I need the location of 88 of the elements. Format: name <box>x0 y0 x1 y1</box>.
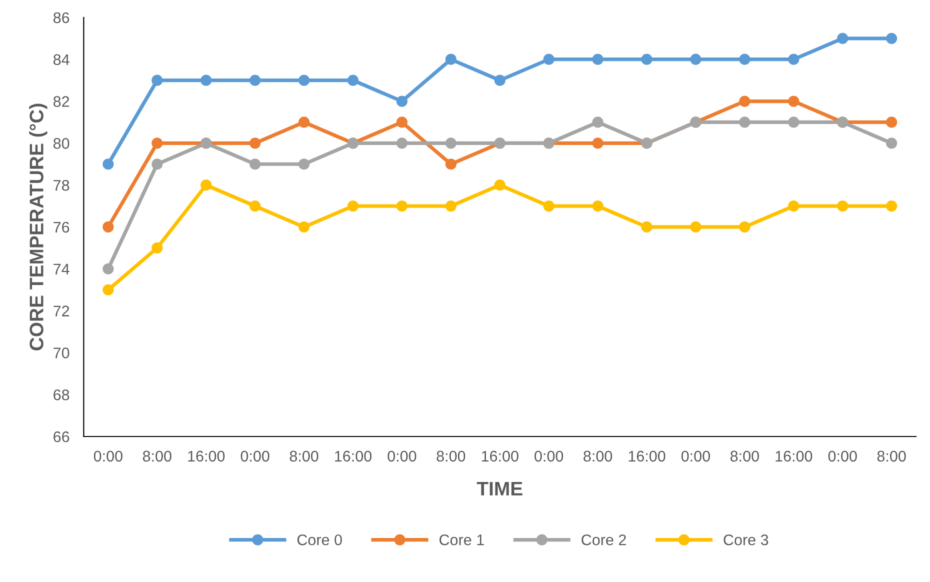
y-tick-label: 82 <box>53 96 70 107</box>
point <box>152 138 163 149</box>
point <box>102 158 114 170</box>
point <box>739 116 750 128</box>
point <box>837 32 848 44</box>
point <box>837 200 848 212</box>
legend-label: Core 0 <box>297 534 342 546</box>
point <box>592 54 604 65</box>
point <box>592 116 604 128</box>
point <box>152 242 163 254</box>
point <box>396 96 408 107</box>
point <box>298 221 310 233</box>
point <box>445 54 456 65</box>
point <box>543 200 554 212</box>
point <box>641 221 652 233</box>
x-axis-title: TIME <box>476 482 522 496</box>
point <box>102 221 114 233</box>
legend-label: Core 2 <box>582 534 626 546</box>
point <box>200 180 212 191</box>
point <box>396 116 408 128</box>
x-tick-label: 0:00 <box>828 450 857 462</box>
point <box>396 200 408 212</box>
x-tick-label: 0:00 <box>240 450 270 462</box>
x-tick-label: 8:00 <box>877 450 906 462</box>
point <box>102 263 114 274</box>
x-tick-label: 0:00 <box>534 450 564 462</box>
y-tick-label: 68 <box>54 389 70 400</box>
point <box>788 96 800 107</box>
x-tick-label: 16:00 <box>482 450 518 462</box>
y-tick-label: 66 <box>54 431 70 442</box>
point <box>641 54 652 65</box>
y-tick-label: 84 <box>53 54 70 66</box>
point <box>347 74 359 86</box>
x-tick-label: 0:00 <box>681 450 710 462</box>
point <box>102 284 114 296</box>
point <box>250 200 261 212</box>
point <box>347 200 359 212</box>
x-tick-label: 16:00 <box>776 450 812 462</box>
point <box>250 158 261 170</box>
point <box>690 54 702 65</box>
point <box>494 74 506 86</box>
x-tick-label: 16:00 <box>188 450 225 462</box>
point <box>739 221 750 233</box>
legend-label: Core 3 <box>724 534 768 546</box>
point <box>739 96 750 107</box>
x-tick-label: 8:00 <box>290 450 318 462</box>
point <box>886 32 898 44</box>
point <box>200 74 212 86</box>
point <box>396 138 408 149</box>
point <box>543 54 554 65</box>
point <box>445 200 456 212</box>
x-tick-label: 16:00 <box>628 450 666 462</box>
point <box>739 54 750 65</box>
point <box>250 74 261 86</box>
x-tick-label: 16:00 <box>335 450 372 462</box>
point <box>298 116 310 128</box>
x-tick-label: 0:00 <box>388 450 416 462</box>
y-tick-label: 72 <box>54 306 70 316</box>
y-tick-label: 74 <box>54 264 70 274</box>
legend-label: Core 1 <box>440 534 484 546</box>
y-tick-label: 70 <box>54 348 70 358</box>
y-tick-label: 80 <box>53 138 70 149</box>
point <box>298 74 310 86</box>
x-tick-label: 8:00 <box>730 450 759 462</box>
point <box>445 158 456 170</box>
y-axis-title: CORE TEMPERATURE (°C) <box>29 104 48 350</box>
point <box>250 138 261 149</box>
point <box>886 116 898 128</box>
y-tick-label: 78 <box>54 180 70 191</box>
x-tick-label: 0:00 <box>94 450 122 462</box>
point <box>152 74 163 86</box>
point <box>592 200 604 212</box>
point <box>886 200 898 212</box>
point <box>788 200 800 212</box>
point <box>152 158 163 170</box>
point <box>886 138 898 149</box>
point <box>592 138 604 149</box>
point <box>690 221 702 233</box>
x-tick-label: 8:00 <box>436 450 466 462</box>
point <box>298 158 310 170</box>
x-tick-label: 8:00 <box>584 450 612 462</box>
y-tick-label: 86 <box>53 12 70 24</box>
point <box>445 138 456 149</box>
x-tick-label: 8:00 <box>142 450 172 462</box>
point <box>494 180 506 191</box>
point <box>788 116 800 128</box>
point <box>788 54 800 65</box>
y-tick-label: 76 <box>54 222 70 233</box>
